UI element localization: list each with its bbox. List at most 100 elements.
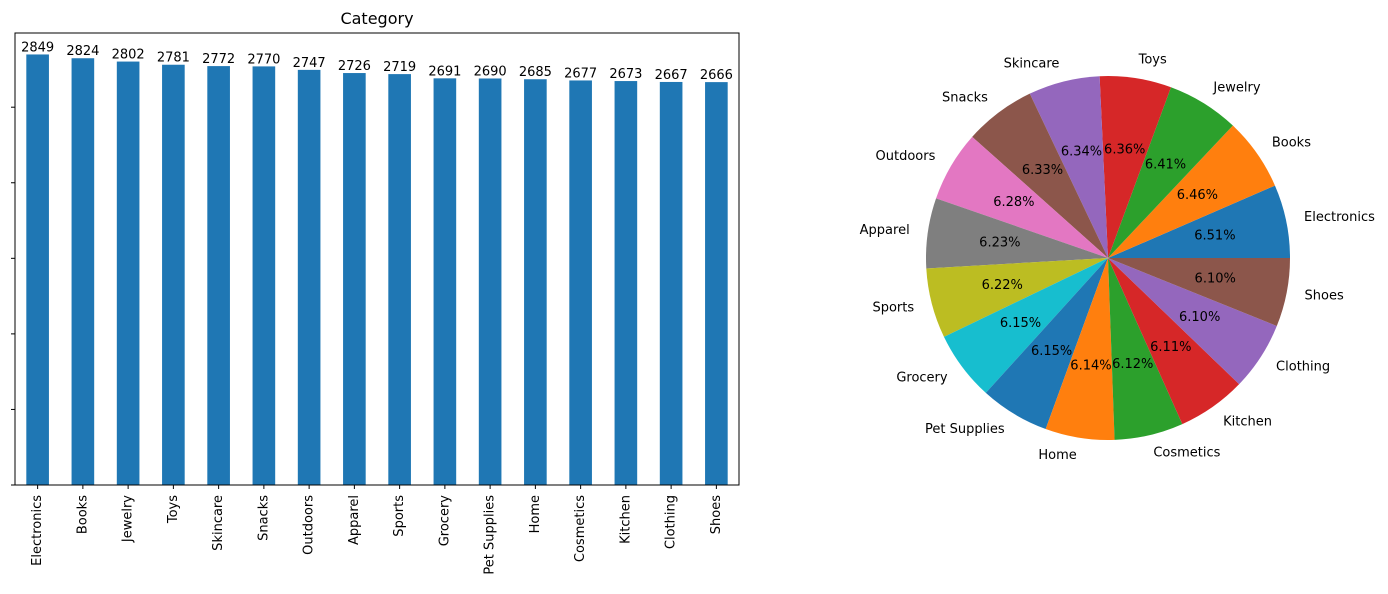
bar-value-label-books: 2824 (66, 44, 99, 59)
pie-category-label-clothing: Clothing (1276, 359, 1330, 374)
pie-percent-label-jewelry: 6.41% (1145, 158, 1186, 173)
pie-percent-label-toys: 6.36% (1104, 143, 1145, 158)
bar-outdoors (297, 69, 321, 485)
bar-home (524, 79, 547, 485)
x-tick-label-kitchen: Kitchen (618, 495, 633, 544)
bar-value-label-kitchen: 2673 (609, 67, 642, 82)
pie-percent-label-home: 6.14% (1070, 358, 1111, 373)
x-tick-label-books: Books (75, 495, 90, 534)
bar-chart-value-labels: 2849 2824 2802 2781 2772 2770 2747 2726 2719 2691… (21, 40, 733, 83)
x-tick-label-shoes: Shoes (709, 495, 724, 534)
x-tick-label-home: Home (528, 495, 543, 533)
bar-cosmetics (569, 80, 592, 485)
pie-percent-label-kitchen: 6.11% (1150, 340, 1191, 355)
pie-slice-electronics (1108, 185, 1290, 258)
x-tick-label-outdoors: Outdoors (302, 495, 317, 555)
bar-electronics (26, 54, 49, 485)
bar-value-label-snacks: 2770 (247, 52, 280, 67)
pie-category-label-outdoors: Outdoors (876, 149, 936, 164)
x-tick-label-apparel: Apparel (347, 495, 362, 545)
pie-category-label-skincare: Skincare (1004, 56, 1060, 71)
pie-slice-home (1045, 258, 1115, 440)
pie-percent-label-pet-supplies: 6.15% (1031, 344, 1072, 359)
bar-chart: Category 2849 2824 2802 2781 2772 2770 2747 272… (11, 9, 740, 575)
pie-slice-sports (926, 258, 1108, 337)
bar-shoes (705, 82, 728, 485)
x-tick-label-jewelry: Jewelry (121, 495, 136, 543)
bar-chart-title: Category (340, 9, 413, 28)
x-tick-label-electronics: Electronics (30, 495, 45, 566)
pie-category-label-home: Home (1038, 448, 1076, 463)
pie-slice-shoes (1108, 258, 1290, 327)
pie-slice-skincare (1029, 76, 1108, 259)
pie-slice-jewelry (1108, 87, 1233, 258)
bar-chart-axes (11, 106, 15, 486)
bar-value-label-shoes: 2666 (700, 68, 733, 83)
bar-value-label-outdoors: 2747 (293, 56, 326, 71)
bar-toys (162, 64, 185, 486)
x-tick-label-toys: Toys (166, 495, 181, 524)
pie-chart-category-labels: Electronics Books Jewelry Toys Skincare Snack… (860, 53, 1375, 464)
bar-value-label-pet-supplies: 2690 (474, 64, 507, 79)
pie-category-label-snacks: Snacks (942, 90, 988, 105)
pie-category-label-grocery: Grocery (896, 370, 948, 385)
pie-percent-label-clothing: 6.10% (1179, 310, 1220, 325)
pie-chart-slices (925, 76, 1290, 440)
bar-value-label-electronics: 2849 (21, 40, 54, 55)
pie-slice-outdoors (936, 136, 1108, 258)
pie-category-label-cosmetics: Cosmetics (1153, 445, 1220, 460)
bar-sports (388, 74, 411, 485)
bar-grocery (433, 78, 457, 486)
pie-percent-label-snacks: 6.33% (1022, 163, 1063, 178)
bar-value-label-grocery: 2691 (428, 64, 461, 79)
pie-slice-clothing (1108, 258, 1277, 385)
pie-category-label-sports: Sports (872, 301, 914, 316)
pie-percent-label-books: 6.46% (1177, 188, 1218, 203)
x-tick-label-snacks: Snacks (256, 495, 271, 541)
pie-category-label-toys: Toys (1138, 53, 1167, 68)
pie-chart: 6.51% 6.46% 6.41%6.36%6.34% 6.33% 6.28% 6.23%… (860, 53, 1375, 464)
bar-chart-bars (26, 54, 728, 486)
bar-books (71, 58, 95, 485)
pie-category-label-pet-supplies: Pet Supplies (925, 422, 1005, 437)
bar-chart-category-ticks: Electronics Books Jewelry Toys Skincare Snack… (30, 485, 724, 575)
pie-slice-apparel (925, 198, 1108, 269)
pie-slice-cosmetics (1108, 258, 1183, 440)
pie-slice-grocery (943, 258, 1108, 393)
bar-value-label-cosmetics: 2677 (564, 66, 597, 81)
pie-slice-toys (1099, 76, 1171, 258)
x-tick-label-clothing: Clothing (664, 495, 679, 549)
pie-category-label-jewelry: Jewelry (1212, 80, 1260, 95)
pie-percent-label-sports: 6.22% (982, 278, 1023, 293)
x-tick-label-sports: Sports (392, 495, 407, 537)
pie-percent-label-grocery: 6.15% (1000, 316, 1041, 331)
pie-percent-label-outdoors: 6.28% (993, 195, 1034, 210)
bar-value-label-skincare: 2772 (202, 52, 235, 67)
bar-skincare (207, 66, 230, 486)
bar-snacks (252, 66, 276, 486)
bar-value-label-home: 2685 (519, 65, 552, 80)
pie-chart-percent-labels: 6.51% 6.46% 6.41%6.36%6.34% 6.33% 6.28% 6.23%… (979, 143, 1236, 374)
pie-slice-books (1108, 125, 1275, 258)
bar-apparel (343, 73, 366, 485)
pie-category-label-kitchen: Kitchen (1223, 414, 1272, 429)
pie-category-label-apparel: Apparel (860, 223, 910, 238)
x-tick-label-pet-supplies: Pet Supplies (483, 495, 498, 575)
x-tick-label-grocery: Grocery (437, 495, 452, 547)
bar-value-label-sports: 2719 (383, 60, 416, 75)
bar-kitchen (614, 81, 638, 486)
pie-category-label-electronics: Electronics (1304, 210, 1375, 225)
pie-category-label-shoes: Shoes (1305, 289, 1344, 304)
bar-clothing (659, 81, 683, 485)
bar-chart-frame (14, 32, 740, 486)
pie-slice-pet-supplies (985, 258, 1108, 429)
bar-jewelry (116, 61, 140, 486)
pie-slice-kitchen (1108, 258, 1240, 425)
pie-percent-label-cosmetics: 6.12% (1112, 357, 1153, 372)
pie-slice-snacks (972, 93, 1108, 258)
pie-category-label-books: Books (1272, 135, 1311, 150)
pie-percent-label-apparel: 6.23% (979, 235, 1020, 250)
pie-percent-label-shoes: 6.10% (1195, 271, 1236, 286)
